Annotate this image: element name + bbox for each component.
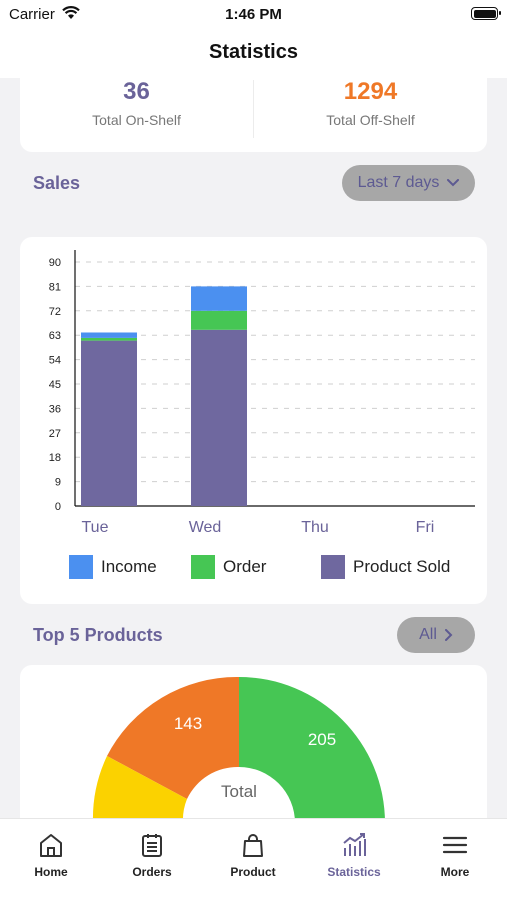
y-tick-label: 18 [49,452,61,464]
y-tick-label: 81 [49,281,61,293]
top-products-donut-chart: 205 143 Total [92,676,385,823]
legend-label-product-sold: Product Sold [353,557,451,576]
x-tick-label: Fri [416,519,435,536]
y-tick-label: 63 [49,330,61,342]
tab-product[interactable]: Product [203,831,303,879]
legend-label-income: Income [101,557,157,576]
legend-income: Income [69,555,157,579]
chevron-right-icon [444,629,453,641]
statistics-icon [343,833,366,856]
y-tick-label: 72 [49,306,61,318]
tab-label-orders: Orders [132,865,172,879]
sales-range-dropdown[interactable]: Last 7 days [342,165,475,201]
wifi-icon [62,6,80,19]
status-time: 1:46 PM [225,6,282,23]
status-bar: Carrier 1:46 PM [0,0,507,30]
bar-tue-income[interactable] [81,332,137,338]
y-tick-label: 27 [49,428,61,440]
on-shelf-label: Total On-Shelf [92,112,181,128]
shelf-summary-card: 36 Total On-Shelf 1294 Total Off-Shelf [20,70,487,152]
carrier-label: Carrier [9,6,55,23]
bag-icon [243,834,263,857]
tab-label-more: More [440,865,470,879]
donut-slice-205[interactable] [239,677,385,823]
legend-swatch-order [191,555,215,579]
top-products-title: Top 5 Products [33,625,163,645]
orders-icon [142,834,162,857]
y-tick-label: 0 [55,501,61,513]
legend-swatch-income [69,555,93,579]
legend-swatch-product-sold [321,555,345,579]
summary-divider [253,80,254,138]
bar-wed-order[interactable] [191,310,247,330]
sales-range-label: Last 7 days [357,174,440,191]
off-shelf-value: 1294 [343,78,398,105]
bar-wed-product-sold[interactable] [191,329,247,506]
page-title: Statistics [209,41,298,63]
legend-label-order: Order [223,557,267,576]
donut-center-label: Total [221,782,257,801]
donut-label-205: 205 [308,730,336,749]
x-tick-label: Tue [82,519,109,536]
tab-label-statistics: Statistics [327,865,381,879]
sales-section-title: Sales [33,173,81,193]
bar-tue-order[interactable] [81,337,137,341]
off-shelf-label: Total Off-Shelf [326,112,415,128]
y-tick-label: 90 [49,257,61,269]
tab-more[interactable]: More [405,831,505,879]
sales-bar-chart: 0 9 18 27 36 45 54 63 72 81 90 Tue Wed Thu Fri [49,250,475,536]
menu-icon [442,836,468,854]
y-tick-label: 45 [49,379,61,391]
chevron-down-icon [447,179,460,187]
sales-chart-card: 0 9 18 27 36 45 54 63 72 81 90 Tue Wed Thu Fri [20,237,487,604]
tab-bar: Home Orders Product Statistics More [0,818,507,900]
on-shelf-value: 36 [123,78,150,105]
tab-label-product: Product [230,865,276,879]
home-icon [40,834,62,857]
y-tick-label: 9 [55,477,61,489]
bar-wed-income[interactable] [191,286,247,311]
donut-slice-yellow[interactable] [92,756,187,823]
tab-label-home: Home [34,865,68,879]
legend-order: Order [191,555,266,579]
donut-slice-143[interactable] [107,676,239,799]
legend-product-sold: Product Sold [321,555,450,579]
top-products-filter-label: All [419,626,437,643]
battery-icon [471,7,501,20]
tab-orders[interactable]: Orders [102,831,202,879]
y-tick-label: 36 [49,403,61,415]
top-products-filter-button[interactable]: All [397,617,475,653]
tab-home[interactable]: Home [1,831,101,879]
x-tick-label: Thu [301,519,329,536]
y-tick-label: 54 [49,355,61,367]
chart-legend: Income Order Product Sold [0,555,507,581]
tab-statistics[interactable]: Statistics [304,831,404,879]
donut-label-143: 143 [174,714,202,733]
bar-tue-product-sold[interactable] [81,340,137,506]
x-tick-label: Wed [189,519,222,536]
